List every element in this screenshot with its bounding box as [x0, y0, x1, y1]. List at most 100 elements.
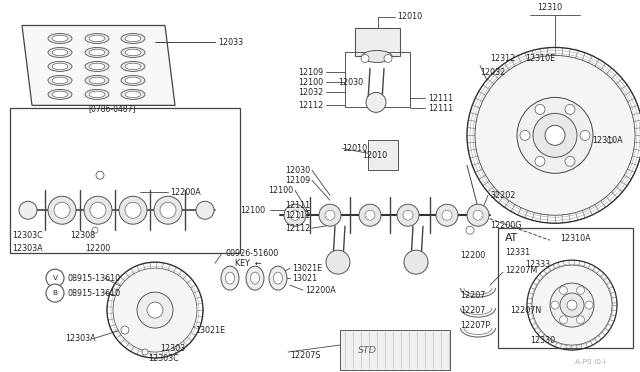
Ellipse shape [52, 35, 68, 42]
Circle shape [436, 204, 458, 226]
Text: 12010: 12010 [342, 144, 367, 153]
Ellipse shape [125, 49, 141, 56]
Text: B: B [52, 290, 58, 296]
Text: 12207M: 12207M [505, 266, 537, 275]
Ellipse shape [48, 33, 72, 44]
Circle shape [361, 54, 369, 62]
Ellipse shape [85, 76, 109, 86]
Bar [498, 228, 633, 348]
Text: 12207S: 12207S [290, 350, 321, 359]
Text: 12100: 12100 [268, 186, 293, 195]
Ellipse shape [125, 35, 141, 42]
Ellipse shape [89, 35, 105, 42]
Circle shape [121, 326, 129, 334]
Circle shape [551, 301, 559, 309]
Text: 13021: 13021 [292, 274, 317, 283]
Ellipse shape [225, 272, 234, 284]
Circle shape [577, 286, 584, 294]
Circle shape [545, 125, 565, 145]
Circle shape [319, 204, 341, 226]
Text: 32202: 32202 [490, 191, 515, 200]
Circle shape [46, 284, 64, 302]
Text: 12308: 12308 [70, 231, 95, 240]
Circle shape [585, 301, 593, 309]
Text: V: V [52, 275, 58, 281]
Circle shape [550, 283, 594, 327]
Circle shape [46, 269, 64, 287]
Bar [355, 29, 400, 57]
Ellipse shape [85, 48, 109, 57]
Circle shape [142, 349, 148, 355]
Text: 12111: 12111 [285, 201, 310, 210]
Text: 00926-51600: 00926-51600 [225, 248, 278, 258]
Text: 12310A: 12310A [592, 136, 623, 145]
Text: 12312: 12312 [490, 54, 515, 63]
Text: KEY  ←: KEY ← [235, 259, 262, 268]
Circle shape [442, 210, 452, 220]
Ellipse shape [121, 48, 145, 57]
Text: 12200G: 12200G [490, 221, 522, 230]
Bar [345, 52, 410, 108]
Circle shape [404, 250, 428, 274]
Circle shape [535, 105, 545, 114]
Circle shape [290, 210, 300, 220]
Ellipse shape [362, 51, 392, 62]
Ellipse shape [269, 266, 287, 290]
Text: 12100: 12100 [298, 78, 323, 87]
Text: 12333: 12333 [525, 260, 550, 269]
Circle shape [160, 202, 176, 218]
Circle shape [147, 302, 163, 318]
Circle shape [607, 137, 613, 143]
Text: 08915-13610: 08915-13610 [67, 289, 120, 298]
Circle shape [565, 156, 575, 166]
Circle shape [533, 113, 577, 157]
Ellipse shape [52, 49, 68, 56]
Circle shape [517, 97, 593, 173]
Circle shape [567, 300, 577, 310]
Ellipse shape [52, 77, 68, 84]
Ellipse shape [273, 272, 282, 284]
Text: 12109: 12109 [298, 68, 323, 77]
Ellipse shape [85, 61, 109, 71]
Circle shape [559, 316, 568, 324]
Ellipse shape [48, 76, 72, 86]
Text: 12032: 12032 [480, 68, 505, 77]
Ellipse shape [121, 76, 145, 86]
Circle shape [535, 156, 545, 166]
Text: 12111: 12111 [285, 211, 310, 220]
Text: 12200: 12200 [85, 244, 110, 253]
Circle shape [467, 204, 489, 226]
Ellipse shape [52, 91, 68, 97]
Text: 12030: 12030 [285, 166, 310, 175]
Text: 12331: 12331 [505, 248, 530, 257]
Circle shape [84, 196, 112, 224]
Circle shape [113, 268, 197, 352]
Circle shape [365, 210, 375, 220]
Circle shape [326, 250, 350, 274]
Circle shape [48, 196, 76, 224]
Circle shape [90, 202, 106, 218]
Text: 12200A: 12200A [170, 188, 201, 197]
Text: 12310A: 12310A [560, 234, 591, 243]
Text: 12032: 12032 [298, 88, 323, 97]
Bar [10, 108, 240, 253]
Circle shape [196, 201, 214, 219]
Ellipse shape [89, 63, 105, 70]
Circle shape [403, 210, 413, 220]
Text: 12112: 12112 [298, 101, 323, 110]
Text: [0786-0487]: [0786-0487] [88, 104, 136, 113]
Text: 12303: 12303 [160, 343, 185, 353]
Circle shape [532, 265, 612, 345]
Text: 12030: 12030 [338, 78, 363, 87]
Text: 13021E: 13021E [195, 326, 225, 334]
Text: 13021E: 13021E [292, 264, 322, 273]
Circle shape [19, 201, 37, 219]
Ellipse shape [89, 49, 105, 56]
Ellipse shape [52, 63, 68, 70]
Text: 12111: 12111 [428, 104, 453, 113]
Text: 12207: 12207 [460, 305, 485, 315]
Ellipse shape [89, 77, 105, 84]
Ellipse shape [48, 48, 72, 57]
Ellipse shape [48, 61, 72, 71]
Ellipse shape [48, 89, 72, 99]
